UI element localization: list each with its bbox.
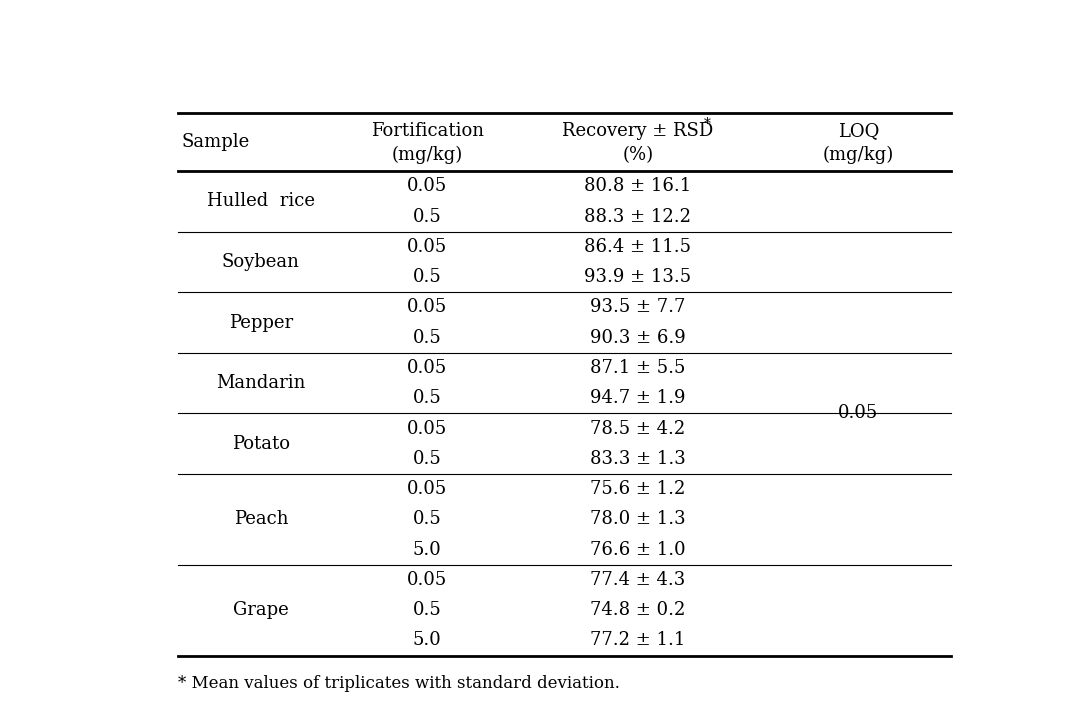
Text: 0.05: 0.05 <box>407 420 447 438</box>
Text: 83.3 ± 1.3: 83.3 ± 1.3 <box>590 450 686 468</box>
Text: Grape: Grape <box>233 601 289 619</box>
Text: 77.2 ± 1.1: 77.2 ± 1.1 <box>590 631 686 649</box>
Text: 0.5: 0.5 <box>412 511 442 528</box>
Text: 93.5 ± 7.7: 93.5 ± 7.7 <box>590 298 686 317</box>
Text: 0.05: 0.05 <box>839 405 879 423</box>
Text: 0.05: 0.05 <box>407 238 447 256</box>
Text: Peach: Peach <box>233 511 289 528</box>
Text: 0.05: 0.05 <box>407 480 447 498</box>
Text: Potato: Potato <box>232 435 290 453</box>
Text: 0.05: 0.05 <box>407 177 447 195</box>
Text: Recovery ± RSD: Recovery ± RSD <box>562 122 714 139</box>
Text: Pepper: Pepper <box>229 314 293 332</box>
Text: 0.05: 0.05 <box>407 298 447 317</box>
Text: 90.3 ± 6.9: 90.3 ± 6.9 <box>590 329 686 347</box>
Text: 0.5: 0.5 <box>412 389 442 408</box>
Text: 88.3 ± 12.2: 88.3 ± 12.2 <box>585 207 691 225</box>
Text: (mg/kg): (mg/kg) <box>822 146 894 164</box>
Text: 0.05: 0.05 <box>407 571 447 589</box>
Text: 0.5: 0.5 <box>412 329 442 347</box>
Text: 5.0: 5.0 <box>412 631 442 649</box>
Text: Sample: Sample <box>182 133 251 152</box>
Text: 87.1 ± 5.5: 87.1 ± 5.5 <box>590 359 686 377</box>
Text: *: * <box>704 117 711 131</box>
Text: Hulled  rice: Hulled rice <box>207 192 315 210</box>
Text: LOQ: LOQ <box>838 122 879 139</box>
Text: 78.0 ± 1.3: 78.0 ± 1.3 <box>590 511 686 528</box>
Text: 0.5: 0.5 <box>412 207 442 225</box>
Text: 76.6 ± 1.0: 76.6 ± 1.0 <box>590 541 686 558</box>
Text: 77.4 ± 4.3: 77.4 ± 4.3 <box>590 571 686 589</box>
Text: 5.0: 5.0 <box>412 541 442 558</box>
Text: (%): (%) <box>623 146 653 164</box>
Text: Soybean: Soybean <box>222 253 299 271</box>
Text: 0.05: 0.05 <box>407 359 447 377</box>
Text: 78.5 ± 4.2: 78.5 ± 4.2 <box>590 420 686 438</box>
Text: Fortification: Fortification <box>371 122 484 139</box>
Text: 75.6 ± 1.2: 75.6 ± 1.2 <box>590 480 686 498</box>
Text: Mandarin: Mandarin <box>216 374 306 392</box>
Text: 0.5: 0.5 <box>412 601 442 619</box>
Text: 80.8 ± 16.1: 80.8 ± 16.1 <box>585 177 691 195</box>
Text: 0.5: 0.5 <box>412 450 442 468</box>
Text: 94.7 ± 1.9: 94.7 ± 1.9 <box>590 389 686 408</box>
Text: 74.8 ± 0.2: 74.8 ± 0.2 <box>590 601 686 619</box>
Text: 86.4 ± 11.5: 86.4 ± 11.5 <box>585 238 691 256</box>
Text: * Mean values of triplicates with standard deviation.: * Mean values of triplicates with standa… <box>178 675 620 692</box>
Text: 93.9 ± 13.5: 93.9 ± 13.5 <box>585 268 691 286</box>
Text: 0.5: 0.5 <box>412 268 442 286</box>
Text: (mg/kg): (mg/kg) <box>392 146 463 164</box>
